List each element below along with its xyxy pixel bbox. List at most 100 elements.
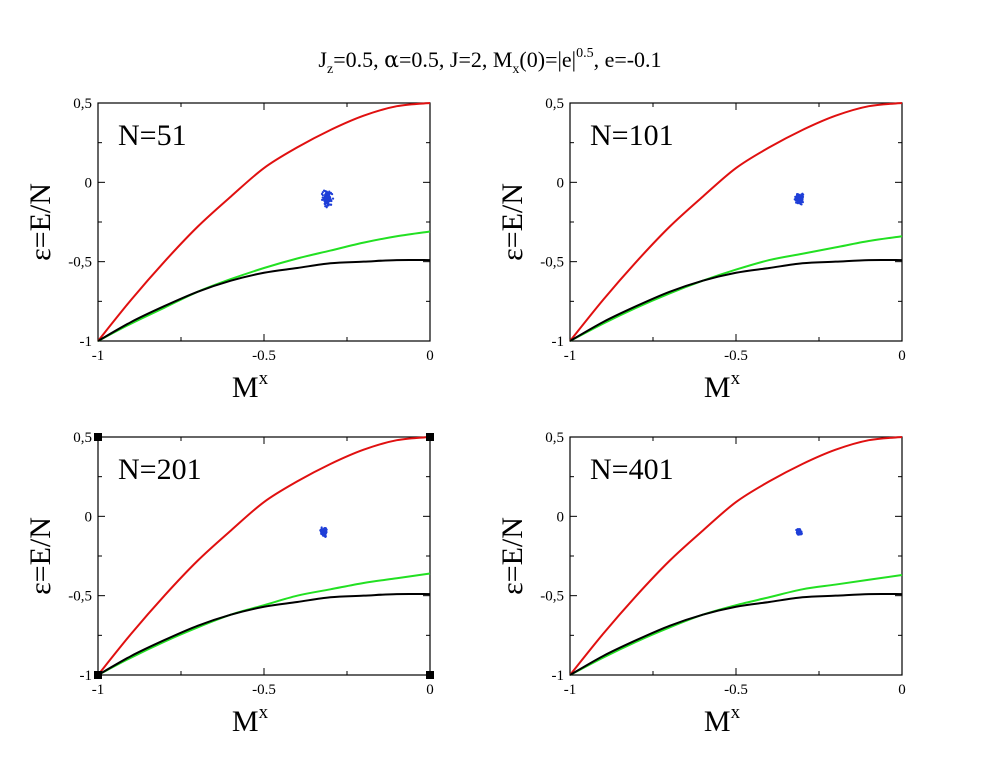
scatter-point	[794, 199, 797, 202]
scatter-cluster	[795, 528, 803, 536]
x-tick-label: -1	[564, 348, 577, 364]
x-axis-label-main: M	[232, 705, 259, 738]
scatter-point	[320, 192, 324, 196]
scatter-point	[798, 202, 801, 205]
scatter-point	[323, 527, 326, 530]
y-tick-label: 0,5	[73, 430, 92, 446]
scatter-point	[327, 204, 330, 207]
x-tick-label: -1	[92, 682, 105, 698]
scatter-point	[324, 193, 327, 196]
y-tick-label: 0,5	[545, 96, 564, 112]
scatter-point	[328, 190, 331, 193]
scatter-cluster	[793, 192, 805, 206]
scatter-cluster	[320, 189, 335, 209]
scatter-point	[324, 201, 328, 204]
x-tick-label: 0	[898, 348, 906, 364]
x-tick-label: 0	[426, 682, 434, 698]
y-tick-label: 0,5	[545, 430, 564, 446]
scatter-point	[323, 532, 326, 535]
x-tick-label: 0	[898, 682, 906, 698]
x-axis-label: Mx	[232, 368, 269, 404]
chart-panel-4: -1 -0.5 0 -1 -0,5 0 0,5 N=401 ε=E/N Mx	[496, 430, 906, 738]
scatter-point	[326, 195, 329, 199]
x-tick-label: -1	[92, 348, 105, 364]
series-line-green	[569, 235, 903, 342]
scatter-point	[800, 197, 803, 201]
panel-label: N=201	[118, 453, 202, 486]
scatter-point	[322, 189, 326, 192]
x-axis-label-sup: x	[259, 702, 269, 723]
scatter-point	[321, 530, 324, 533]
y-tick-label: 0	[557, 509, 565, 525]
scatter-point	[796, 194, 799, 198]
scatter-point	[321, 196, 324, 199]
series-line-green	[97, 230, 431, 342]
scatter-point	[325, 190, 328, 193]
x-tick-label: -1	[564, 682, 577, 698]
panel-label: N=401	[590, 453, 674, 486]
y-tick-label: -0,5	[68, 255, 92, 271]
series-line-red	[569, 436, 903, 676]
y-tick-label: 0	[557, 175, 565, 191]
chart-panel-2: -1 -0.5 0 -1 -0,5 0 0,5 N=101 ε=E/N Mx	[496, 96, 906, 404]
y-tick-label: -0,5	[540, 255, 564, 271]
x-axis-label-sup: x	[259, 368, 269, 389]
series-line-black	[569, 258, 903, 342]
series-line-green	[97, 572, 431, 676]
scatter-point	[325, 206, 328, 209]
scatter-point	[795, 197, 798, 200]
x-axis-label-sup: x	[731, 702, 741, 723]
x-tick-label: -0.5	[724, 682, 748, 698]
scatter-point	[323, 198, 326, 202]
x-tick-label: 0	[426, 348, 434, 364]
series-line-black	[569, 592, 903, 676]
scatter-cluster	[319, 526, 328, 538]
chart-panel-1: -1 -0.5 0 -1 -0,5 0 0,5 N=51 ε=E/N Mx	[24, 96, 434, 404]
panel-label: N=101	[590, 119, 674, 152]
y-tick-label: -0,5	[540, 589, 564, 605]
series-line-black	[97, 258, 431, 342]
selection-handle	[426, 433, 434, 441]
series-line-red	[97, 102, 431, 342]
scatter-point	[327, 197, 330, 200]
series-line-black	[97, 592, 431, 676]
scatter-point	[325, 528, 328, 531]
selection-handle	[94, 433, 102, 441]
scatter-point	[321, 528, 324, 531]
scatter-point	[326, 202, 329, 205]
scatter-point	[329, 198, 332, 202]
y-tick-label: 0	[85, 175, 93, 191]
scatter-point	[797, 530, 800, 533]
scatter-point	[329, 203, 332, 206]
x-axis-label: Mx	[704, 702, 741, 738]
x-axis-label: Mx	[232, 702, 269, 738]
chart-panels: -1 -0.5 0 -1 -0,5 0 0,5 N=51 ε=E/N Mx -1 -0.5 0 -1 -0,…	[24, 96, 906, 738]
selection-handle	[426, 671, 434, 679]
y-axis-label: ε=E/N	[24, 183, 57, 261]
scatter-point	[800, 200, 804, 203]
x-axis-label-main: M	[704, 371, 731, 404]
scatter-point	[795, 528, 798, 532]
y-axis-label: ε=E/N	[496, 517, 529, 595]
scatter-point	[331, 197, 335, 200]
y-axis-label: ε=E/N	[24, 517, 57, 595]
x-axis-label-main: M	[704, 705, 731, 738]
scatter-point	[330, 192, 334, 196]
x-tick-label: -0.5	[252, 682, 276, 698]
series-line-green	[569, 574, 903, 676]
scatter-point	[328, 192, 331, 195]
panel-label: N=51	[118, 119, 187, 152]
y-tick-label: -1	[552, 668, 565, 684]
series-line-red	[97, 436, 431, 676]
y-axis-label: ε=E/N	[496, 183, 529, 261]
x-axis-label-sup: x	[731, 368, 741, 389]
y-tick-label: -0,5	[68, 589, 92, 605]
y-tick-label: 0,5	[73, 96, 92, 112]
series-line-red	[569, 102, 903, 342]
y-tick-label: -1	[80, 668, 93, 684]
scatter-point	[321, 191, 324, 194]
y-tick-label: -1	[552, 334, 565, 350]
x-tick-label: -0.5	[252, 348, 276, 364]
scatter-point	[326, 193, 329, 196]
